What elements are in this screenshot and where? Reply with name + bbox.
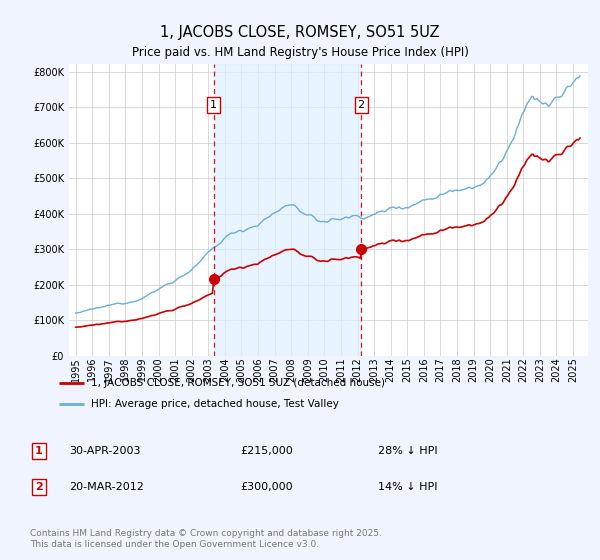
Text: 30-APR-2003: 30-APR-2003	[69, 446, 140, 456]
Text: 1, JACOBS CLOSE, ROMSEY, SO51 5UZ: 1, JACOBS CLOSE, ROMSEY, SO51 5UZ	[160, 25, 440, 40]
Text: 1, JACOBS CLOSE, ROMSEY, SO51 5UZ (detached house): 1, JACOBS CLOSE, ROMSEY, SO51 5UZ (detac…	[91, 378, 385, 388]
Text: 1: 1	[35, 446, 43, 456]
Text: HPI: Average price, detached house, Test Valley: HPI: Average price, detached house, Test…	[91, 399, 339, 409]
Text: 1: 1	[210, 100, 217, 110]
Text: 20-MAR-2012: 20-MAR-2012	[69, 482, 144, 492]
Text: 2: 2	[35, 482, 43, 492]
Text: £300,000: £300,000	[240, 482, 293, 492]
Text: 14% ↓ HPI: 14% ↓ HPI	[378, 482, 437, 492]
Text: 28% ↓ HPI: 28% ↓ HPI	[378, 446, 437, 456]
Text: 2: 2	[358, 100, 365, 110]
Bar	[214, 64, 361, 356]
Text: Contains HM Land Registry data © Crown copyright and database right 2025.
This d: Contains HM Land Registry data © Crown c…	[30, 529, 382, 549]
Text: Price paid vs. HM Land Registry's House Price Index (HPI): Price paid vs. HM Land Registry's House …	[131, 46, 469, 59]
Text: £215,000: £215,000	[240, 446, 293, 456]
